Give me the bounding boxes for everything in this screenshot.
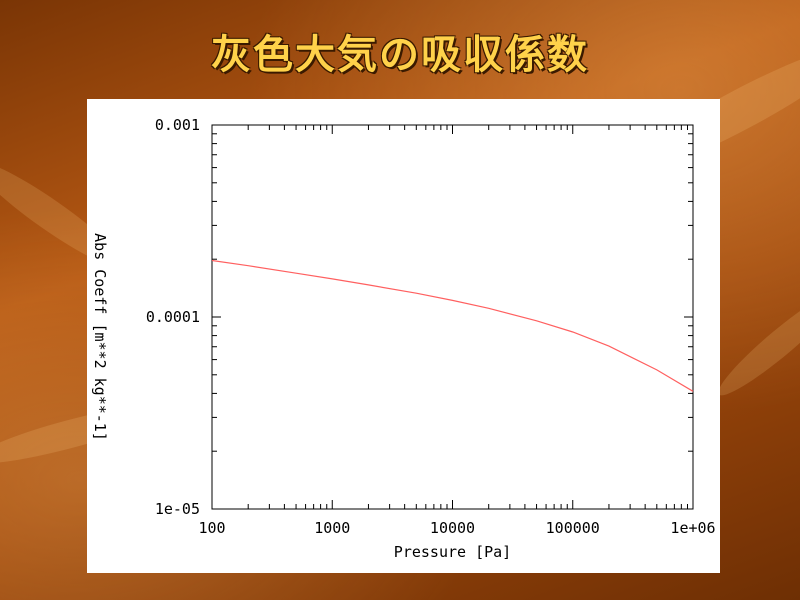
x-tick-label: 100000	[546, 519, 600, 537]
y-axis-title: Abs Coeff [m**2 kg**-1]	[91, 233, 109, 441]
x-tick-label: 10000	[430, 519, 475, 537]
y-tick-label: 1e-05	[155, 500, 200, 518]
y-tick-label: 0.001	[155, 116, 200, 134]
background-streak	[710, 281, 800, 405]
y-tick-label: 0.0001	[146, 308, 200, 326]
plot-frame	[211, 124, 694, 510]
x-tick-label: 1000	[314, 519, 350, 537]
abs-coeff-series-line	[211, 259, 694, 392]
x-tick-label: 1e+06	[670, 519, 715, 537]
slide-title: 灰色大気の吸収係数	[211, 32, 589, 78]
x-axis-title: Pressure [Pa]	[394, 543, 511, 561]
chart-panel: 100 1000 10000 100000 1e+06 1e-05 0.0001 0.001 P…	[87, 99, 720, 573]
x-tick-label: 100	[198, 519, 225, 537]
pressure-abs-coeff-chart: 100 1000 10000 100000 1e+06 1e-05 0.0001 0.001 P…	[91, 116, 716, 561]
